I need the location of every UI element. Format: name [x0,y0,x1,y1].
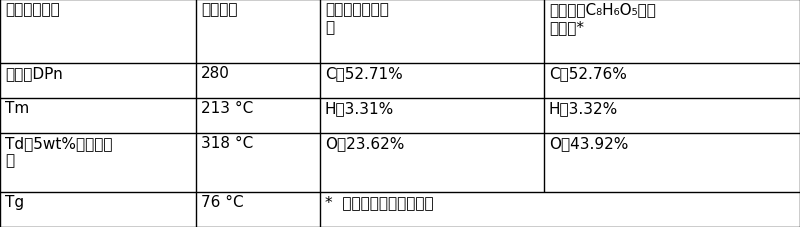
Text: C：52.71%: C：52.71% [325,66,402,81]
Text: Tg: Tg [5,195,24,209]
Text: 318 °C: 318 °C [201,136,253,150]
Text: 213 °C: 213 °C [201,101,253,116]
Text: 物理化学性质: 物理化学性质 [5,2,59,17]
Text: 76 °C: 76 °C [201,195,243,209]
Text: Tm: Tm [5,101,29,116]
Text: 元素分析测定结
果: 元素分析测定结 果 [325,2,389,35]
Text: 280: 280 [201,66,230,81]
Text: H：3.31%: H：3.31% [325,101,394,116]
Text: Td（5wt%失重温度
）: Td（5wt%失重温度 ） [5,136,112,168]
Text: *  元素组成的理论计算值: * 元素组成的理论计算值 [325,195,434,209]
Text: O：23.62%: O：23.62% [325,136,404,150]
Text: 聚合度DPn: 聚合度DPn [5,66,62,81]
Text: C：52.76%: C：52.76% [549,66,626,81]
Text: O：43.92%: O：43.92% [549,136,628,150]
Text: 结构单元C₈H₆O₅的元
素组成*: 结构单元C₈H₆O₅的元 素组成* [549,2,656,35]
Text: H：3.32%: H：3.32% [549,101,618,116]
Text: 测定结果: 测定结果 [201,2,238,17]
